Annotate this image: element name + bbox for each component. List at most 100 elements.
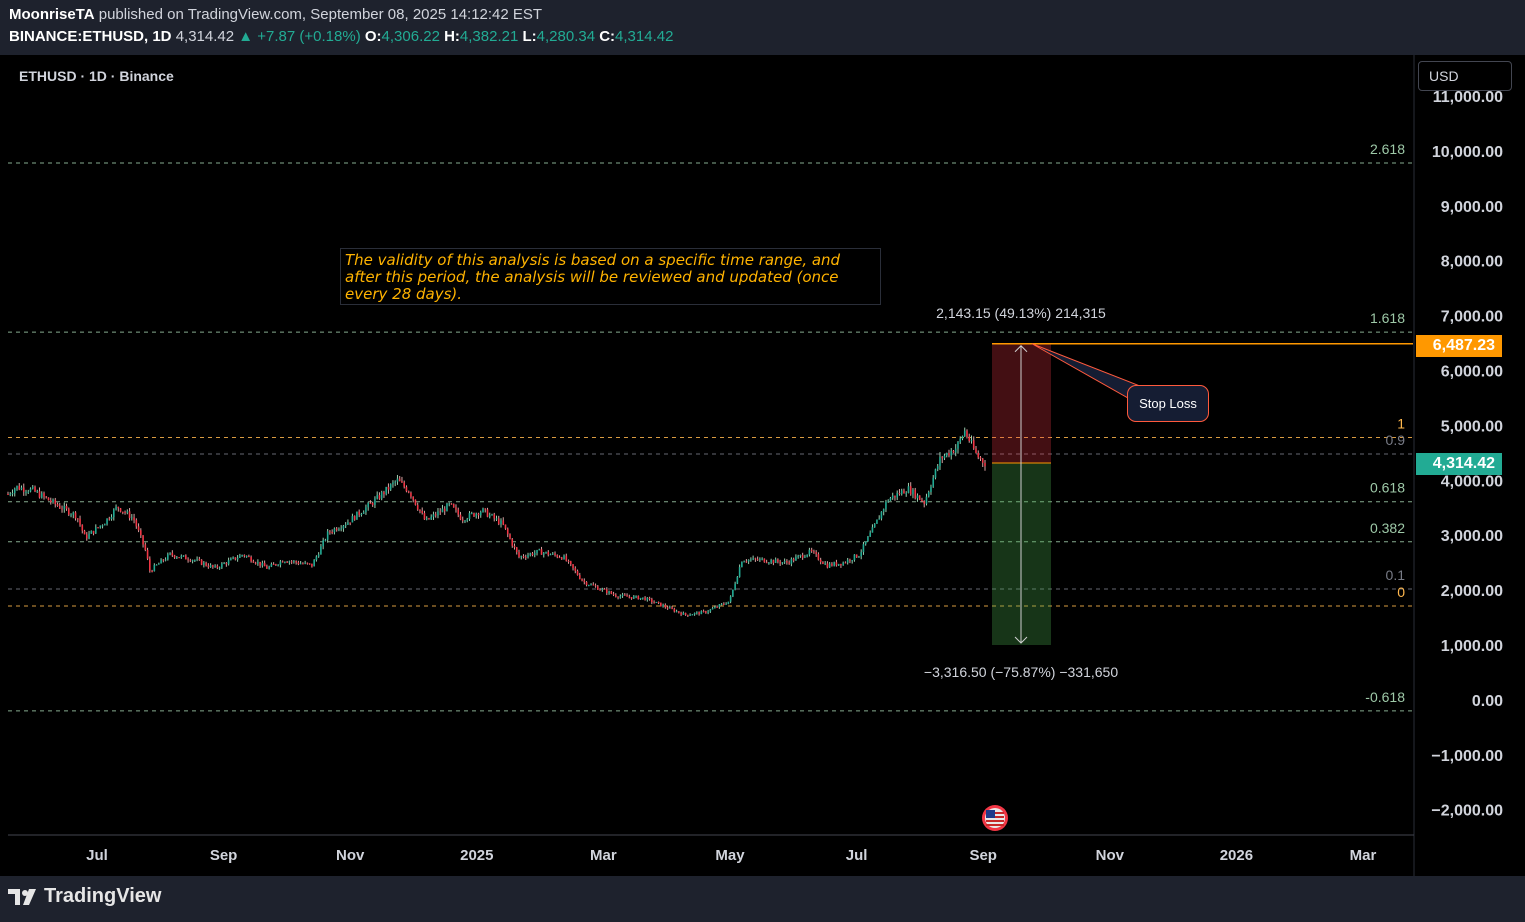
- candle-body: [752, 558, 754, 560]
- candle-body: [765, 562, 768, 564]
- candle-body: [531, 553, 534, 556]
- candle-body: [479, 512, 482, 516]
- candle-body: [349, 522, 351, 524]
- last-price: 4,314.42: [175, 28, 235, 45]
- candle-body: [714, 606, 716, 609]
- author-name[interactable]: MoonriseTA: [9, 6, 95, 23]
- candle-body: [554, 553, 556, 556]
- candle-body: [684, 612, 687, 615]
- candle-body: [311, 563, 313, 567]
- x-tick-label: 2026: [1220, 847, 1253, 864]
- candle-body: [18, 485, 21, 490]
- candle-body: [927, 492, 930, 497]
- candle-body: [599, 589, 601, 591]
- candle-body: [734, 583, 736, 590]
- arrow-head-down: [1014, 636, 1028, 644]
- candle-body: [678, 611, 680, 613]
- candle-body: [943, 455, 946, 459]
- candle-body: [353, 516, 356, 520]
- currency-button[interactable]: USD: [1418, 61, 1512, 91]
- candle-body: [164, 559, 167, 561]
- candle-body: [745, 561, 748, 563]
- candle-body: [124, 511, 126, 513]
- candle-body: [133, 517, 135, 521]
- candle-body: [241, 555, 243, 557]
- x-tick-label: Jul: [86, 847, 108, 864]
- candle-body: [842, 562, 844, 566]
- candle-body: [930, 486, 932, 493]
- tradingview-logo[interactable]: TradingView: [8, 885, 161, 908]
- candle-body: [743, 561, 745, 563]
- candle-body: [545, 551, 547, 553]
- candle-body: [173, 555, 176, 558]
- x-tick-label: Sep: [969, 847, 997, 864]
- candle-body: [583, 580, 586, 583]
- candle-body: [597, 586, 599, 590]
- candle-body: [227, 560, 230, 565]
- candle-body: [608, 591, 610, 594]
- candle-body: [272, 564, 275, 566]
- candle-body: [533, 552, 536, 556]
- candle-body: [380, 492, 383, 499]
- y-tick-label: −2,000.00: [1431, 803, 1503, 820]
- candle-body: [522, 556, 525, 558]
- candle-body: [909, 486, 912, 495]
- candle-body: [378, 495, 381, 499]
- analysis-note[interactable]: The validity of this analysis is based o…: [340, 248, 881, 305]
- us-flag-event-icon[interactable]: [980, 804, 1014, 832]
- x-tick-label: Sep: [210, 847, 238, 864]
- candle-body: [669, 607, 671, 609]
- candle-body: [455, 507, 457, 510]
- candle-body: [612, 593, 615, 595]
- candle-body: [594, 585, 597, 587]
- candle-body: [885, 501, 887, 510]
- candle-body: [817, 554, 820, 560]
- candle-body: [698, 612, 700, 615]
- candle-body: [846, 559, 849, 563]
- candle-body: [428, 518, 430, 520]
- candle-body: [268, 566, 270, 569]
- candle-body: [887, 500, 890, 502]
- candle-body: [473, 513, 475, 517]
- candle-body: [495, 518, 498, 520]
- candle-body: [299, 563, 302, 565]
- candle-body: [504, 524, 507, 529]
- candle-body: [331, 532, 333, 534]
- candle-body: [158, 563, 160, 565]
- chart-area[interactable]: [0, 55, 1525, 876]
- candle-body: [401, 481, 403, 483]
- candle-body: [482, 508, 484, 513]
- candle-body: [22, 487, 25, 492]
- candle-body: [741, 561, 743, 568]
- stop-loss-callout[interactable]: Stop Loss: [1127, 385, 1209, 422]
- candle-body: [234, 557, 237, 560]
- candle-body: [858, 556, 860, 558]
- candle-body: [828, 563, 831, 568]
- candle-body: [266, 566, 268, 569]
- candle-body: [727, 601, 730, 604]
- candle-body: [801, 555, 804, 558]
- candle-body: [459, 514, 462, 520]
- candle-body: [477, 513, 480, 516]
- candle-body: [448, 503, 451, 505]
- x-tick-label: 2025: [460, 847, 493, 864]
- candle-body: [137, 526, 140, 531]
- candle-body: [945, 453, 948, 456]
- candle-body: [83, 530, 86, 535]
- candle-body: [468, 513, 471, 520]
- candle-body: [660, 602, 662, 607]
- fib-level-label: 1: [1397, 415, 1405, 431]
- candle-body: [252, 561, 255, 563]
- symbol-name: BINANCE:ETHUSD, 1D: [9, 28, 172, 45]
- candle-body: [277, 564, 279, 566]
- candle-body: [43, 493, 45, 497]
- candle-body: [918, 495, 921, 500]
- candle-body: [113, 509, 115, 518]
- candle-body: [855, 554, 858, 558]
- candle-body: [232, 557, 234, 559]
- candle-body: [122, 511, 124, 513]
- candle-body: [876, 519, 878, 524]
- candle-body: [666, 607, 669, 609]
- candle-body: [664, 605, 667, 608]
